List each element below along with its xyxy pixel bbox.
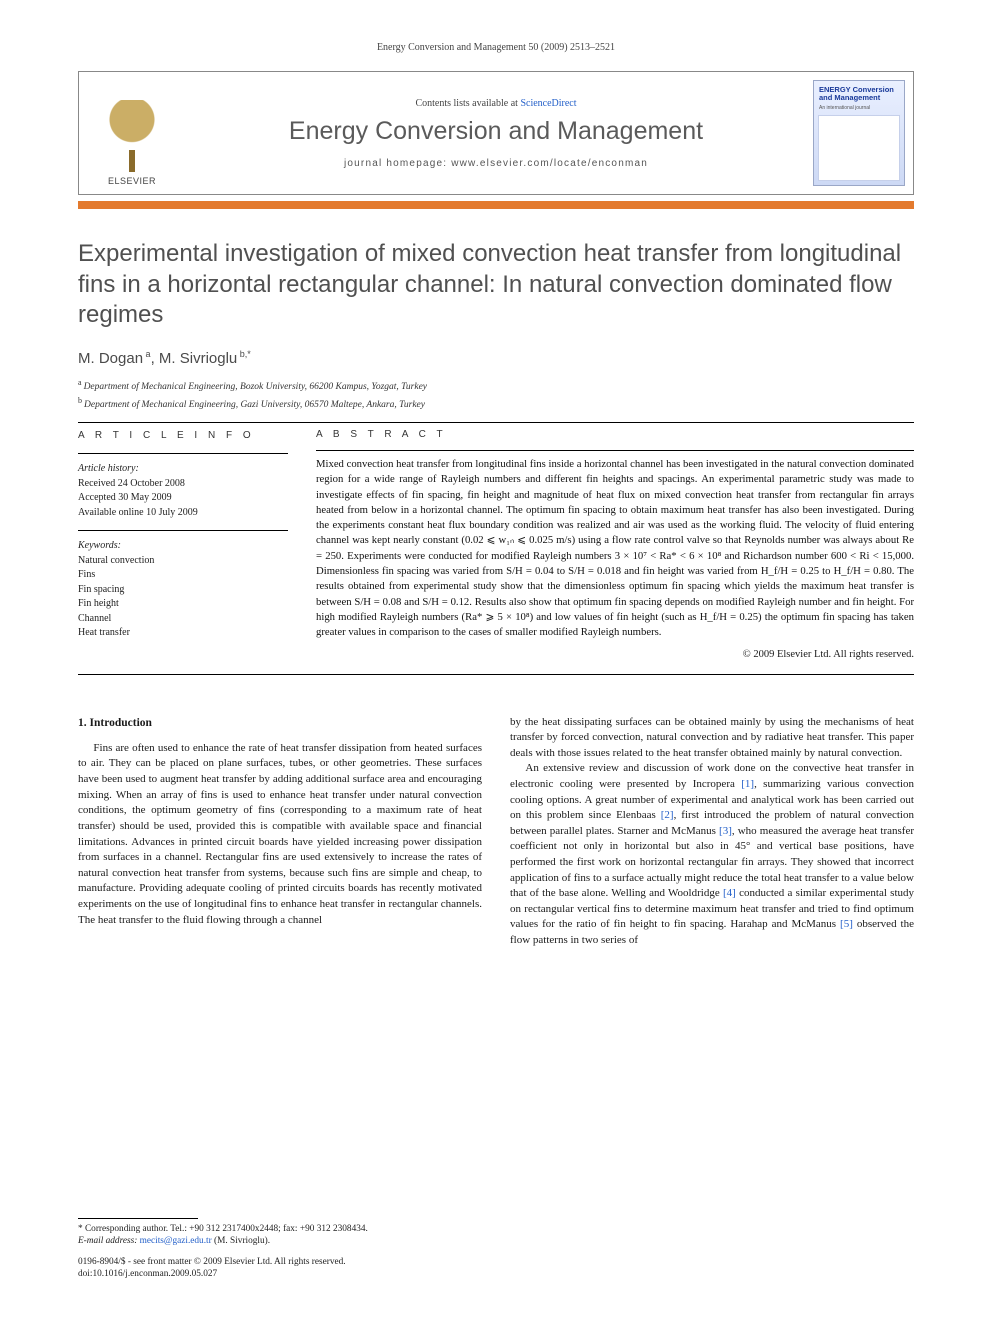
keywords-label: Keywords:	[78, 539, 288, 554]
body-paragraph: by the heat dissipating surfaces can be …	[510, 715, 914, 762]
keyword: Heat transfer	[78, 626, 288, 641]
email-paren: (M. Sivrioglu).	[214, 1236, 270, 1246]
publisher-name: ELSEVIER	[108, 176, 156, 186]
doi-line: doi:10.1016/j.enconman.2009.05.027	[78, 1268, 474, 1281]
contents-prefix: Contents lists available at	[415, 98, 520, 109]
abstract-column: A B S T R A C T Mixed convection heat tr…	[316, 429, 914, 660]
citation-link[interactable]: [3]	[719, 825, 732, 837]
history-label: Article history:	[78, 462, 288, 477]
cover-subtitle: An international journal	[814, 105, 904, 111]
author-1: M. Dogan	[78, 350, 143, 367]
affiliation-b-text: Department of Mechanical Engineering, Ga…	[84, 400, 425, 410]
keyword: Fin spacing	[78, 583, 288, 598]
journal-homepage: journal homepage: www.elsevier.com/locat…	[344, 158, 648, 169]
article-info-column: A R T I C L E I N F O Article history: R…	[78, 429, 288, 660]
cover-body	[818, 115, 900, 182]
authors: M. Dogan a, M. Sivrioglu b,*	[78, 349, 914, 367]
footnote-rule	[78, 1218, 198, 1219]
citation-link[interactable]: [1]	[741, 778, 754, 790]
abstract-copyright: © 2009 Elsevier Ltd. All rights reserved…	[316, 649, 914, 660]
rule-top	[78, 422, 914, 423]
article-info-heading: A R T I C L E I N F O	[78, 429, 288, 444]
citation-link[interactable]: [2]	[661, 809, 674, 821]
rule-bottom	[78, 674, 914, 675]
running-head: Energy Conversion and Management 50 (200…	[78, 42, 914, 53]
keyword: Fin height	[78, 597, 288, 612]
citation-link[interactable]: [4]	[723, 887, 736, 899]
author-2: M. Sivrioglu	[159, 350, 237, 367]
journal-masthead: ELSEVIER Contents lists available at Sci…	[78, 71, 914, 195]
author-1-affil: a	[143, 349, 151, 359]
email-label: E-mail address:	[78, 1236, 137, 1246]
keyword: Natural convection	[78, 554, 288, 569]
journal-name: Energy Conversion and Management	[289, 117, 703, 146]
contents-line: Contents lists available at ScienceDirec…	[415, 98, 576, 109]
article-title: Experimental investigation of mixed conv…	[78, 239, 914, 331]
history-line: Received 24 October 2008	[78, 477, 288, 492]
publisher-logo: ELSEVIER	[87, 80, 177, 186]
section-heading-intro: 1. Introduction	[78, 715, 482, 731]
keyword: Fins	[78, 568, 288, 583]
abstract-heading: A B S T R A C T	[316, 429, 914, 440]
abstract-text: Mixed convection heat transfer from long…	[316, 457, 914, 641]
elsevier-tree-icon	[104, 100, 160, 172]
accent-bar	[78, 201, 914, 209]
affiliation-b: bDepartment of Mechanical Engineering, G…	[78, 395, 914, 412]
affiliation-a-text: Department of Mechanical Engineering, Bo…	[84, 382, 427, 392]
email-link[interactable]: mecits@gazi.edu.tr	[140, 1236, 212, 1246]
body-columns: 1. Introduction Fins are often used to e…	[78, 715, 914, 949]
footnote-block: * Corresponding author. Tel.: +90 312 23…	[78, 1218, 474, 1281]
email-line: E-mail address: mecits@gazi.edu.tr (M. S…	[78, 1235, 474, 1248]
affiliations: aDepartment of Mechanical Engineering, B…	[78, 377, 914, 412]
cover-title: ENERGY Conversion and Management	[814, 81, 904, 105]
journal-cover-thumb: ENERGY Conversion and Management An inte…	[813, 80, 905, 186]
history-line: Accepted 30 May 2009	[78, 491, 288, 506]
sciencedirect-link[interactable]: ScienceDirect	[520, 98, 576, 109]
author-2-affil: b,*	[237, 349, 251, 359]
abstract-rule	[316, 450, 914, 451]
meta-grid: A R T I C L E I N F O Article history: R…	[78, 429, 914, 660]
history-line: Available online 10 July 2009	[78, 506, 288, 521]
corresponding-author: * Corresponding author. Tel.: +90 312 23…	[78, 1223, 474, 1236]
citation-link[interactable]: [5]	[840, 918, 853, 930]
body-paragraph: An extensive review and discussion of wo…	[510, 761, 914, 948]
affiliation-a: aDepartment of Mechanical Engineering, B…	[78, 377, 914, 394]
doi-block: 0196-8904/$ - see front matter © 2009 El…	[78, 1256, 474, 1281]
keyword: Channel	[78, 612, 288, 627]
body-paragraph: Fins are often used to enhance the rate …	[78, 741, 482, 928]
front-matter-line: 0196-8904/$ - see front matter © 2009 El…	[78, 1256, 474, 1269]
